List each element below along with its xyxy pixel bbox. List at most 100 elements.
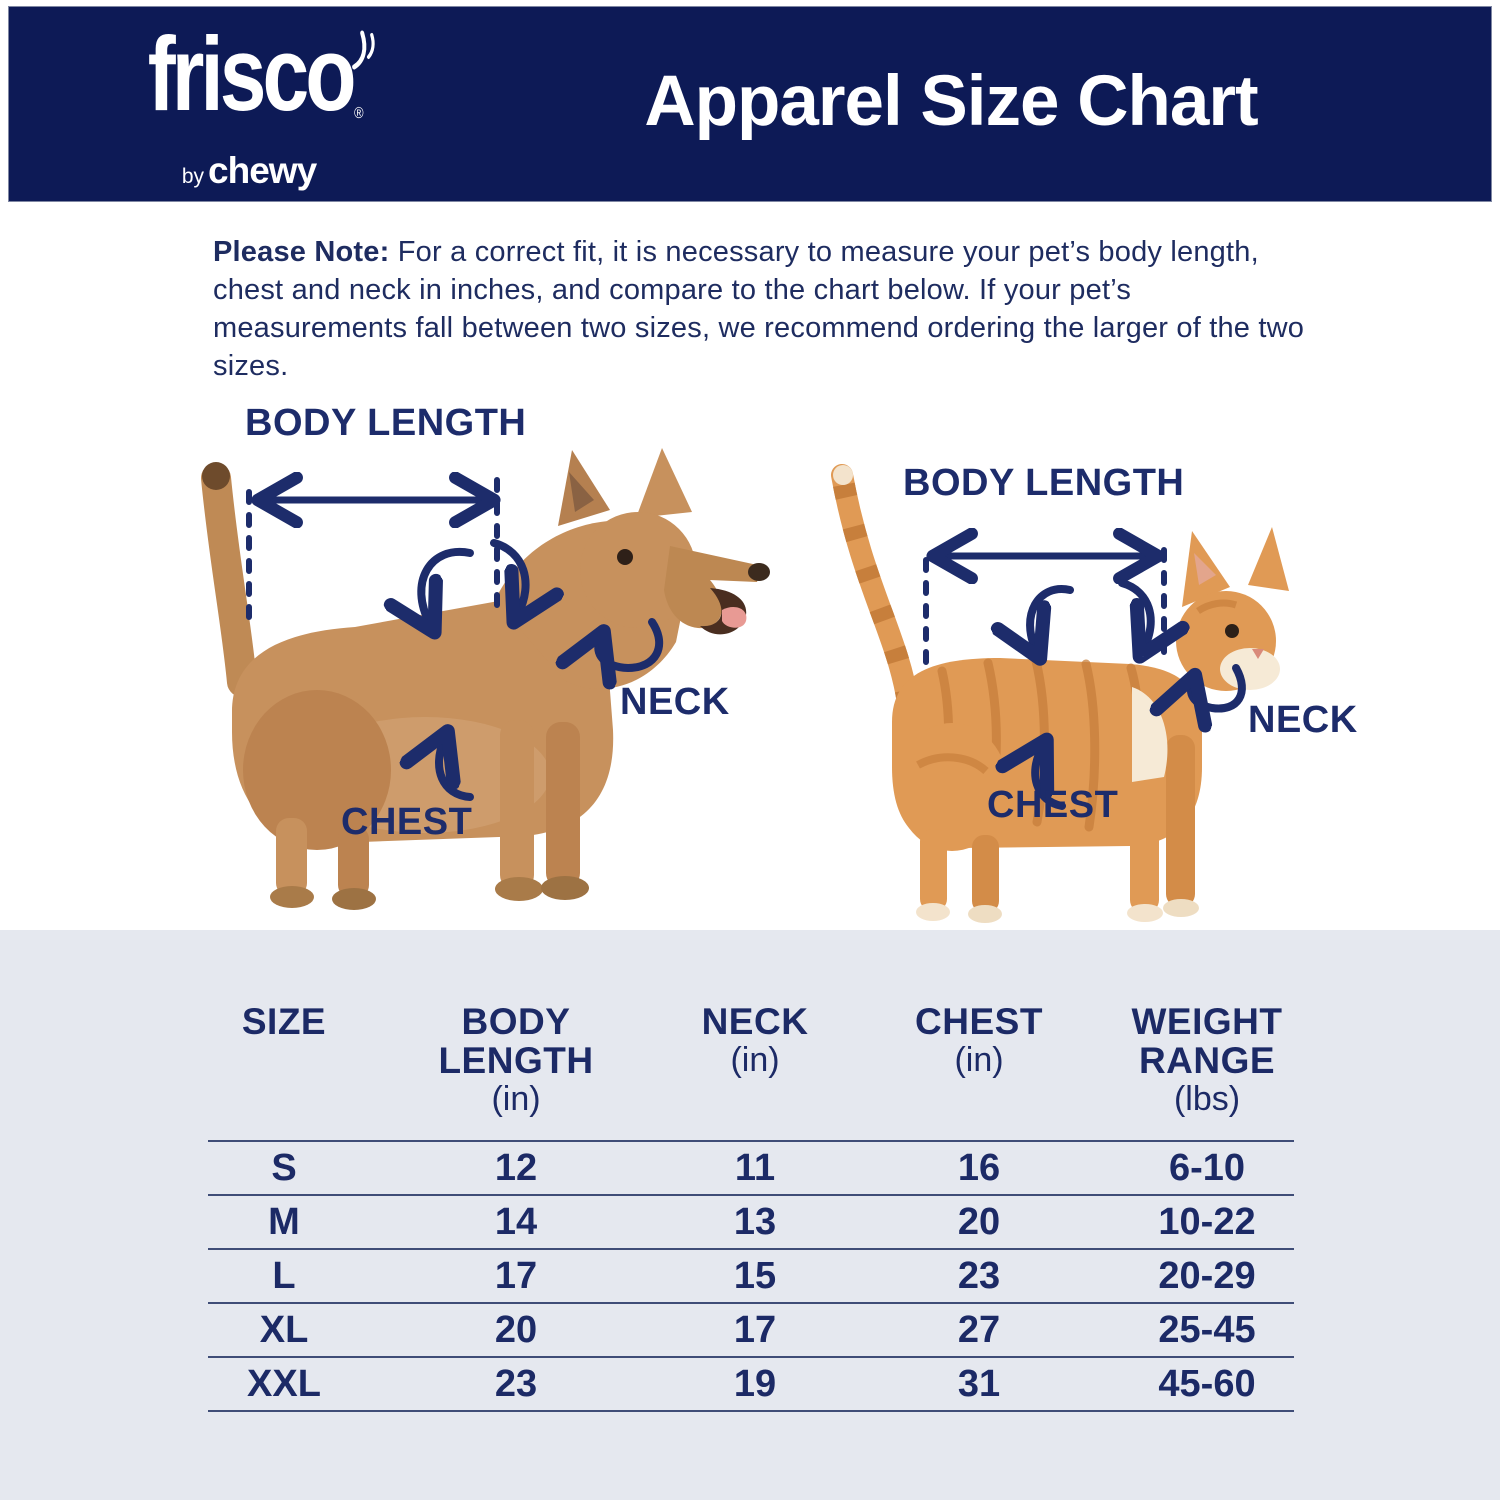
- table-cell: M: [268, 1201, 300, 1243]
- dog-front-leg: [500, 720, 534, 890]
- dog-rear-leg-far: [338, 826, 369, 898]
- note-paragraph: Please Note: For a correct fit, it is ne…: [213, 233, 1308, 385]
- table-row-m: M 14 13 20 10-22: [208, 1196, 1294, 1250]
- cat-tail: [831, 464, 919, 714]
- cat-front-paw-far: [1163, 899, 1199, 917]
- logo-by-text: by: [181, 165, 205, 188]
- dog-front-paw-far: [541, 876, 589, 900]
- header-banner: frisco ® by chewy Apparel Size Chart: [8, 6, 1492, 202]
- table-cell: 19: [733, 1363, 777, 1405]
- col-header-text: CHEST: [915, 1001, 1043, 1042]
- cat-chest-label: CHEST: [987, 784, 1119, 826]
- dog-ear-right: [636, 448, 692, 518]
- dog-rear-paw-far: [332, 888, 376, 910]
- dog-illustration: [201, 448, 770, 910]
- cat-head-stripe: [1196, 599, 1238, 614]
- table-row-xxl: XXL 23 19 31 45-60: [208, 1358, 1294, 1412]
- col-header-text: BODY: [461, 1001, 571, 1042]
- dog-tail: [201, 463, 257, 697]
- table-cell: 45-60: [1158, 1363, 1256, 1405]
- cat-front-leg-far: [1166, 735, 1195, 907]
- table-cell: XL: [259, 1309, 309, 1351]
- cat-front-paw: [1127, 904, 1163, 922]
- cat-ear-right: [1248, 527, 1289, 591]
- table-row-s: S 12 11 16 6-10: [208, 1142, 1294, 1196]
- col-header-text: SIZE: [241, 1001, 327, 1042]
- col-header-body-length: BODY LENGTH (in): [360, 1002, 672, 1140]
- table-cell: 17: [733, 1309, 777, 1351]
- table-cell: 23: [957, 1255, 1001, 1297]
- dog-ear-left-inner: [569, 472, 594, 512]
- logo-chewy-text: chewy: [208, 150, 317, 191]
- col-header-size: SIZE: [208, 1002, 360, 1140]
- note-label: Please Note:: [213, 236, 390, 268]
- table-cell: 20-29: [1158, 1255, 1256, 1297]
- table-cell: 10-22: [1158, 1201, 1256, 1243]
- cat-rear-thigh: [896, 723, 1008, 851]
- cat-rear-leg-far: [972, 835, 999, 913]
- table-cell: 11: [734, 1147, 776, 1189]
- table-cell: L: [272, 1255, 296, 1297]
- table-cell: XXL: [247, 1363, 321, 1405]
- col-header-chest: CHEST (in): [838, 1002, 1120, 1140]
- dog-rear-leg: [276, 818, 307, 896]
- dog-rear-thigh: [243, 690, 391, 850]
- dog-front-leg-far: [546, 722, 580, 888]
- col-header-unit: (in): [730, 1041, 780, 1079]
- cat-thigh-stripe: [916, 753, 989, 775]
- dog-neck-label: NECK: [620, 681, 730, 723]
- dog-tail-tip: [202, 462, 230, 490]
- col-header-text: RANGE: [1138, 1040, 1276, 1081]
- table-cell: S: [271, 1147, 297, 1189]
- frisco-logo: frisco ® by chewy: [121, 22, 377, 194]
- col-header-text: NECK: [701, 1001, 809, 1042]
- dog-ear-left: [558, 450, 610, 526]
- table-cell: 23: [494, 1363, 538, 1405]
- dog-muzzle: [664, 546, 762, 629]
- table-cell: 12: [494, 1147, 538, 1189]
- logo-brand: frisco ®: [148, 22, 375, 156]
- cat-illustration: [831, 464, 1289, 923]
- table-cell: 31: [957, 1363, 1001, 1405]
- table-cell: 20: [957, 1201, 1001, 1243]
- note-text: For a correct fit, it is necessary to me…: [213, 236, 1305, 382]
- table-cell: 25-45: [1158, 1309, 1256, 1351]
- col-header-neck: NECK (in): [672, 1002, 838, 1140]
- dog-eye: [617, 549, 633, 565]
- cat-muzzle: [1220, 648, 1280, 690]
- table-cell: 20: [494, 1309, 538, 1351]
- cat-neck-label: NECK: [1248, 699, 1358, 741]
- dog-tongue: [722, 607, 747, 628]
- dog-body-length-label: BODY LENGTH: [245, 402, 527, 444]
- logo-tail-flourish-icon: [351, 30, 375, 70]
- dog-front-paw: [495, 877, 543, 901]
- size-table: SIZE BODY LENGTH (in) NECK (in) CHEST (i…: [208, 1002, 1294, 1412]
- dog-nose: [748, 563, 770, 581]
- page-title: Apparel Size Chart: [644, 62, 1258, 141]
- table-cell: 14: [494, 1201, 538, 1243]
- size-table-section: SIZE BODY LENGTH (in) NECK (in) CHEST (i…: [0, 930, 1500, 1500]
- dog-rear-paw: [270, 886, 314, 908]
- table-row-l: L 17 15 23 20-29: [208, 1250, 1294, 1304]
- cat-eye: [1225, 624, 1239, 638]
- col-header-weight-range: WEIGHT RANGE (lbs): [1120, 1002, 1294, 1140]
- table-cell: 13: [733, 1201, 777, 1243]
- table-cell: 6-10: [1168, 1147, 1246, 1189]
- col-header-text: WEIGHT: [1131, 1001, 1283, 1042]
- cat-rear-leg: [920, 829, 947, 911]
- table-cell: 16: [957, 1147, 1001, 1189]
- cat-rear-paw-far: [968, 905, 1002, 923]
- size-table-body: S 12 11 16 6-10 M 14 13 20 10-22 L 17 15: [208, 1140, 1294, 1412]
- cat-tail-tip: [833, 465, 853, 485]
- table-row-xl: XL 20 17 27 25-45: [208, 1304, 1294, 1358]
- registered-mark: ®: [354, 105, 364, 122]
- cat-body-length-label: BODY LENGTH: [903, 462, 1185, 504]
- cat-rear-paw: [916, 903, 950, 921]
- logo-brand-text: frisco: [147, 16, 357, 133]
- table-cell: 17: [494, 1255, 538, 1297]
- col-header-unit: (in): [491, 1080, 541, 1118]
- col-header-text: LENGTH: [438, 1040, 594, 1081]
- table-cell: 15: [733, 1255, 777, 1297]
- table-cell: 27: [957, 1309, 1001, 1351]
